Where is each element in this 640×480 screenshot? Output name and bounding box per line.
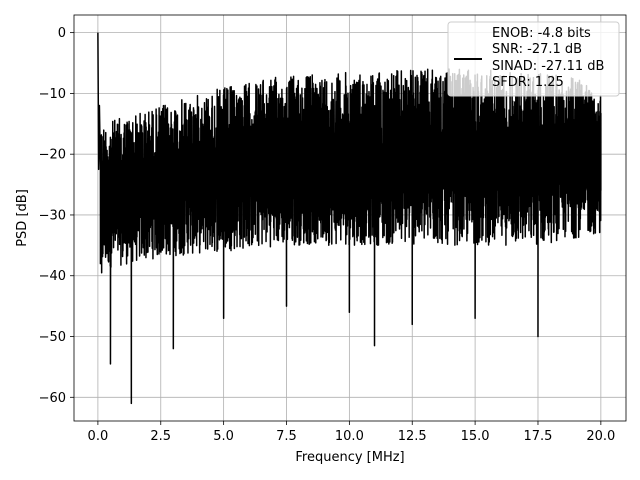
x-tick-label: 0.0 [88,429,109,444]
legend-box [447,21,620,97]
legend-sinad: SINAD: -27.11 dB [492,59,604,74]
x-axis-ticks: 0.0 2.5 5.0 7.5 10.0 12.5 15.0 17.5 20.0 [88,421,615,444]
x-tick-label: 2.5 [150,429,171,444]
axes-frame [73,14,627,422]
x-tick-label: 20.0 [586,429,615,444]
legend-snr: SNR: -27.1 dB [492,42,582,57]
x-tick-label: 12.5 [398,429,427,444]
x-tick-label: 17.5 [524,429,553,444]
x-tick-label: 15.0 [461,429,490,444]
x-tick-label: 5.0 [213,429,234,444]
x-tick-label: 7.5 [276,429,297,444]
y-axis-label: PSD [dB] [15,189,30,247]
y-tick-label: −30 [39,208,66,223]
x-tick-label: 10.0 [335,429,364,444]
psd-series [97,32,602,405]
y-tick-label: 0 [58,26,66,41]
legend-enob: ENOB: -4.8 bits [492,26,591,41]
y-tick-label: −60 [39,391,66,406]
psd-line [97,32,602,405]
y-axis-ticks: 0 −10 −20 −30 −40 −50 −60 [39,26,74,406]
legend-sfdr: SFDR: 1.25 [492,75,564,90]
y-tick-label: −10 [39,87,66,102]
y-tick-label: −50 [39,330,66,345]
y-tick-label: −40 [39,269,66,284]
x-axis-label: Frequency [MHz] [295,450,404,465]
legend: ENOB: -4.8 bits SNR: -27.1 dB SINAD: -27… [447,21,620,97]
y-tick-label: −20 [39,148,66,163]
